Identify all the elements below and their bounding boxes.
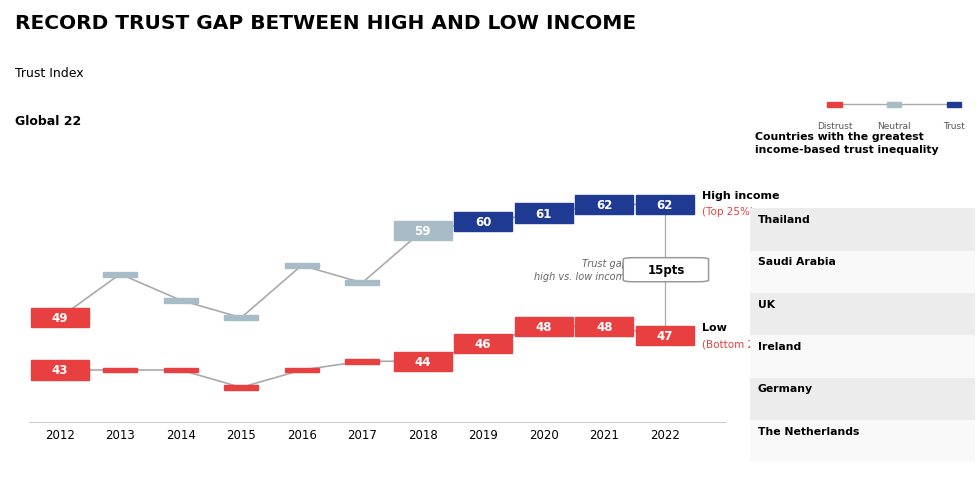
Text: The Netherlands: The Netherlands xyxy=(758,426,858,436)
FancyBboxPatch shape xyxy=(345,281,379,286)
Text: 43: 43 xyxy=(52,364,68,377)
FancyBboxPatch shape xyxy=(345,359,379,364)
Text: 36pts: 36pts xyxy=(920,224,951,233)
FancyBboxPatch shape xyxy=(514,317,572,336)
FancyBboxPatch shape xyxy=(901,251,970,291)
FancyBboxPatch shape xyxy=(285,368,319,372)
Text: 47: 47 xyxy=(657,329,673,342)
FancyBboxPatch shape xyxy=(454,335,513,354)
Text: Germany: Germany xyxy=(758,384,812,394)
FancyBboxPatch shape xyxy=(164,368,198,372)
FancyBboxPatch shape xyxy=(224,385,258,390)
Text: 62: 62 xyxy=(596,198,612,211)
Text: 25pts: 25pts xyxy=(920,308,951,318)
FancyBboxPatch shape xyxy=(575,317,633,336)
Text: High income: High income xyxy=(703,191,780,201)
FancyBboxPatch shape xyxy=(623,258,709,282)
Text: 61: 61 xyxy=(535,207,552,220)
FancyBboxPatch shape xyxy=(164,298,198,303)
FancyBboxPatch shape xyxy=(454,213,513,232)
Text: Saudi Arabia: Saudi Arabia xyxy=(758,257,835,267)
Text: 21pts: 21pts xyxy=(920,435,951,444)
FancyBboxPatch shape xyxy=(394,352,452,371)
Text: RECORD TRUST GAP BETWEEN HIGH AND LOW INCOME: RECORD TRUST GAP BETWEEN HIGH AND LOW IN… xyxy=(15,14,636,34)
FancyBboxPatch shape xyxy=(901,293,970,333)
Text: 48: 48 xyxy=(596,320,612,333)
Text: 15pts: 15pts xyxy=(647,264,685,276)
FancyBboxPatch shape xyxy=(103,272,137,277)
Text: 48: 48 xyxy=(535,320,552,333)
FancyBboxPatch shape xyxy=(827,102,842,108)
FancyBboxPatch shape xyxy=(901,377,970,418)
Text: 59: 59 xyxy=(415,225,431,238)
Text: 46: 46 xyxy=(475,337,491,350)
Text: UK: UK xyxy=(758,299,774,309)
Text: Trust gap,
high vs. low income: Trust gap, high vs. low income xyxy=(534,259,631,282)
Text: 21pts: 21pts xyxy=(920,393,951,402)
Text: Trust: Trust xyxy=(943,122,964,131)
FancyBboxPatch shape xyxy=(636,195,694,215)
Text: Distrust: Distrust xyxy=(816,122,853,131)
Text: 44: 44 xyxy=(415,355,431,368)
FancyBboxPatch shape xyxy=(103,368,137,372)
Text: Global 22: Global 22 xyxy=(15,115,81,128)
FancyBboxPatch shape xyxy=(901,420,970,460)
Text: (Top 25%): (Top 25%) xyxy=(703,207,754,216)
FancyBboxPatch shape xyxy=(636,326,694,345)
Text: 62: 62 xyxy=(657,198,673,211)
FancyBboxPatch shape xyxy=(394,221,452,240)
FancyBboxPatch shape xyxy=(30,309,89,327)
Text: 23pts: 23pts xyxy=(920,350,951,360)
Text: Thailand: Thailand xyxy=(758,215,810,225)
FancyBboxPatch shape xyxy=(30,360,89,380)
Text: Trust Index: Trust Index xyxy=(15,67,83,80)
FancyBboxPatch shape xyxy=(285,264,319,268)
Text: Neutral: Neutral xyxy=(877,122,911,131)
FancyBboxPatch shape xyxy=(575,195,633,215)
FancyBboxPatch shape xyxy=(901,335,970,375)
FancyBboxPatch shape xyxy=(514,204,572,223)
FancyBboxPatch shape xyxy=(947,102,961,108)
Text: 60: 60 xyxy=(475,216,491,229)
Text: Countries with the greatest
income-based trust inequality: Countries with the greatest income-based… xyxy=(755,132,938,155)
Text: Ireland: Ireland xyxy=(758,341,801,351)
Text: (Bottom 25%): (Bottom 25%) xyxy=(703,339,775,349)
Text: Low: Low xyxy=(703,322,727,332)
Text: 27pts: 27pts xyxy=(920,266,951,276)
FancyBboxPatch shape xyxy=(887,102,902,108)
FancyBboxPatch shape xyxy=(901,208,970,249)
FancyBboxPatch shape xyxy=(224,315,258,321)
Text: 49: 49 xyxy=(51,312,68,324)
